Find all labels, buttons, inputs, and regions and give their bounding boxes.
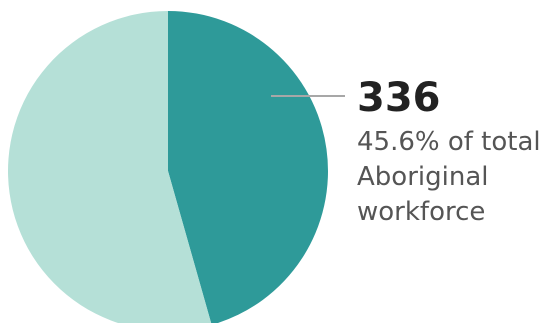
callout-description-line-2: Aboriginal xyxy=(357,162,488,192)
callout-description-line-1: 45.6% of total xyxy=(357,127,541,157)
pie-slices xyxy=(8,11,328,323)
pie-slice-remaining-share xyxy=(8,11,212,323)
pie-slice-aboriginal-share xyxy=(168,11,328,323)
callout-value: 336 xyxy=(357,75,441,121)
callout-description-line-3: workforce xyxy=(357,197,485,227)
